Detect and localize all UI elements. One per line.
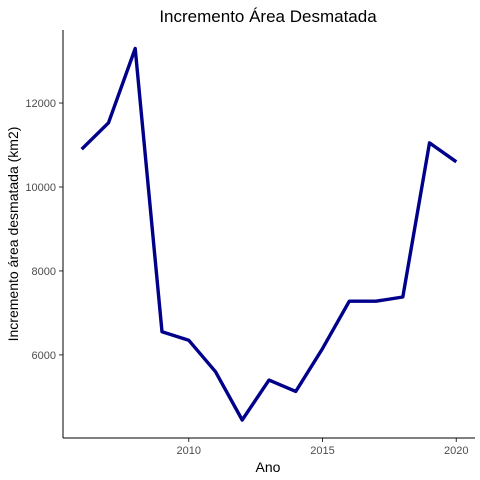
x-tick-label: 2010	[176, 445, 200, 457]
y-tick-label: 8000	[32, 266, 56, 278]
y-axis-ticks: 6000 8000 10000 12000	[25, 98, 63, 362]
chart-title: Incremento Área Desmatada	[159, 7, 377, 26]
y-axis-title: Incremento área desmatada (km2)	[5, 127, 21, 342]
series-line	[80, 46, 458, 422]
x-tick-label: 2020	[444, 445, 468, 457]
series-group	[80, 46, 458, 422]
y-tick-label: 12000	[25, 98, 56, 110]
x-axis-title: Ano	[256, 459, 281, 475]
y-tick-label: 6000	[32, 350, 56, 362]
x-axis-ticks: 2010 2015 2020	[176, 438, 469, 457]
y-tick-label: 10000	[25, 182, 56, 194]
x-tick-label: 2015	[310, 445, 334, 457]
